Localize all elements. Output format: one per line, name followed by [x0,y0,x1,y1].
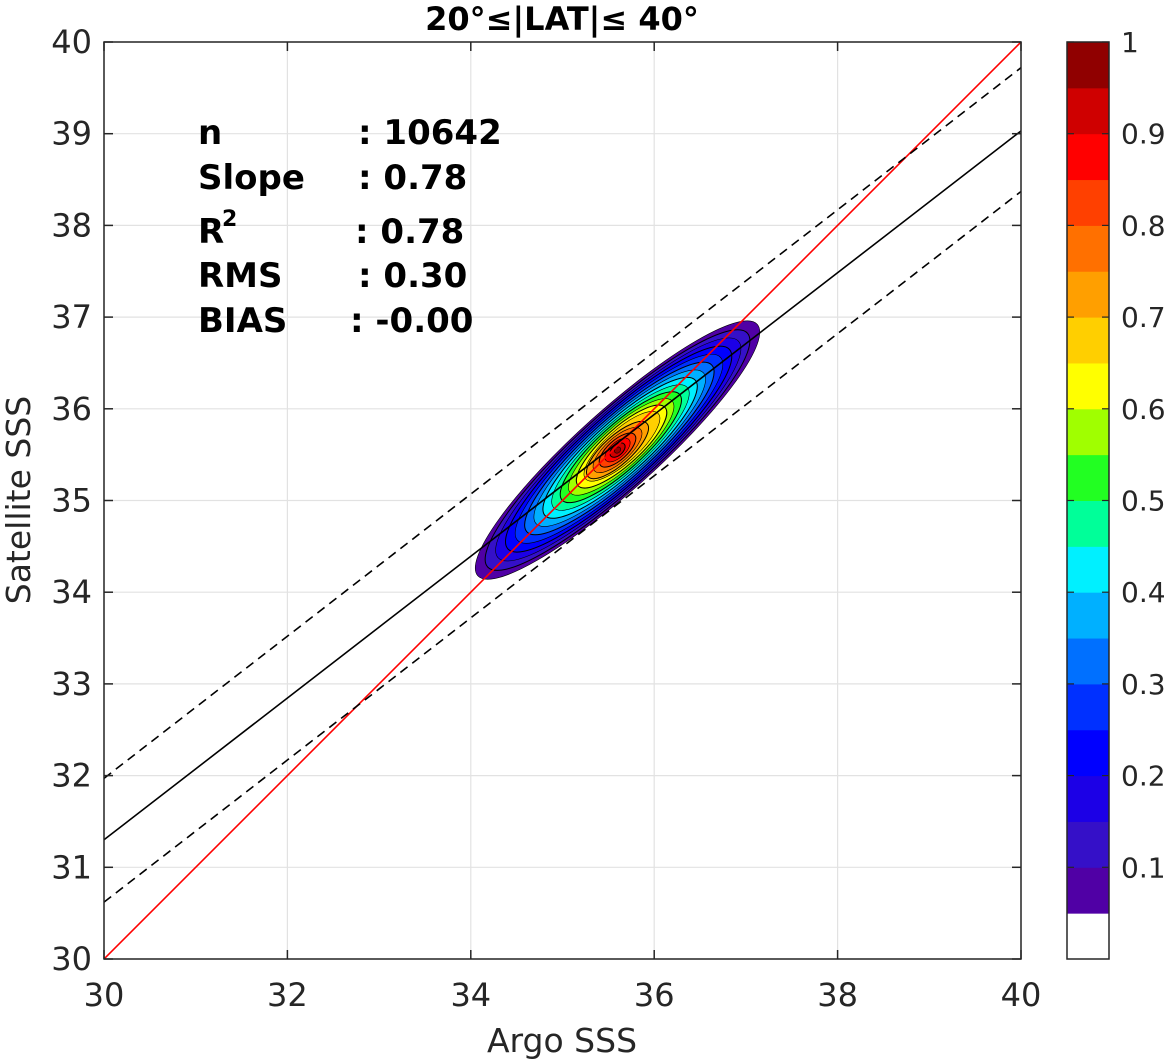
chart-title: 20°≤|LAT|≤ 40° [425,0,699,39]
colorbar-segment [1067,546,1109,593]
y-tick-label: 32 [51,757,92,795]
stat-rms-label: RMS [198,256,283,296]
x-tick-label: 40 [1001,976,1042,1014]
stat-n-value: : 10642 [358,113,502,153]
colorbar-segment [1067,179,1109,226]
x-tick-label: 32 [267,976,308,1014]
stat-bias-value: : -0.00 [350,301,473,341]
reference-lines [104,42,1021,959]
colorbar-segment [1067,271,1109,318]
colorbar-tick-label: 0.6 [1121,393,1166,426]
x-tick-label: 36 [634,976,675,1014]
colorbar-segment [1067,638,1109,685]
colorbar-segment [1067,500,1109,547]
colorbar-segment [1067,683,1109,731]
colorbar-tick-label: 0.3 [1121,668,1166,701]
y-tick-label: 40 [51,23,92,61]
colorbar-segment [1067,821,1109,868]
x-tick-label: 30 [84,976,125,1014]
colorbar-segment [1067,133,1109,181]
lower-bound-line [104,190,1021,903]
colorbar-segment [1067,729,1109,777]
colorbar-tick-label: 1 [1121,26,1139,59]
colorbar-tick-label: 0.4 [1121,576,1166,609]
y-tick-label: 39 [51,115,92,153]
regression-line [104,130,1021,841]
colorbar-tick-label: 0.8 [1121,209,1166,242]
colorbar-tick-label: 0.7 [1121,301,1166,334]
axis-ticks: 30 32 34 36 38 40 30 31 32 33 34 35 36 37 38 39 40 [51,23,1041,1014]
stat-rms-value: : 0.30 [358,256,467,296]
colorbar-segment [1067,913,1109,960]
y-tick-label: 34 [51,573,92,611]
colorbar-segment [1067,87,1109,135]
density-contours [474,320,761,580]
colorbar-segment [1067,454,1109,501]
y-tick-label: 35 [51,482,92,520]
y-tick-label: 37 [51,298,92,336]
upper-bound-line [104,67,1021,779]
y-tick-label: 31 [51,848,92,886]
y-tick-label: 38 [51,206,92,244]
colorbar-segment [1067,225,1109,272]
y-axis-label: Satellite SSS [0,396,38,605]
stat-slope-label: Slope [198,158,305,198]
colorbar-tick-label: 0.9 [1121,118,1166,151]
y-tick-label: 33 [51,665,92,703]
colorbar-segment [1067,42,1109,89]
stat-r2-label: R [198,212,224,252]
colorbar-tick-label: 0.1 [1121,851,1166,884]
colorbar-segment [1067,317,1109,364]
x-axis-label: Argo SSS [487,1021,637,1060]
stat-r2-value: : 0.78 [355,212,464,252]
stat-slope-value: : 0.78 [358,158,467,198]
y-tick-label: 36 [51,390,92,428]
colorbar: 0.1 0.2 0.3 0.4 0.5 0.6 0.7 0.8 0.9 1 [1066,26,1166,960]
colorbar-segment [1067,408,1109,456]
colorbar-tick-label: 0.5 [1121,485,1166,518]
colorbar-tick-label: 0.2 [1121,760,1166,793]
stat-r2-sup: 2 [222,207,237,232]
colorbar-segment [1067,592,1109,639]
one-to-one-line [104,42,1021,959]
y-tick-label: 30 [51,940,92,978]
stats-box: n : 10642 Slope : 0.78 R 2 : 0.78 RMS : … [198,113,502,341]
colorbar-segment [1067,775,1109,822]
x-tick-label: 38 [817,976,858,1014]
stat-n-label: n [198,113,222,153]
x-tick-label: 34 [450,976,491,1014]
colorbar-segment [1067,362,1109,410]
stat-bias-label: BIAS [198,301,287,341]
colorbar-segment [1067,867,1109,914]
